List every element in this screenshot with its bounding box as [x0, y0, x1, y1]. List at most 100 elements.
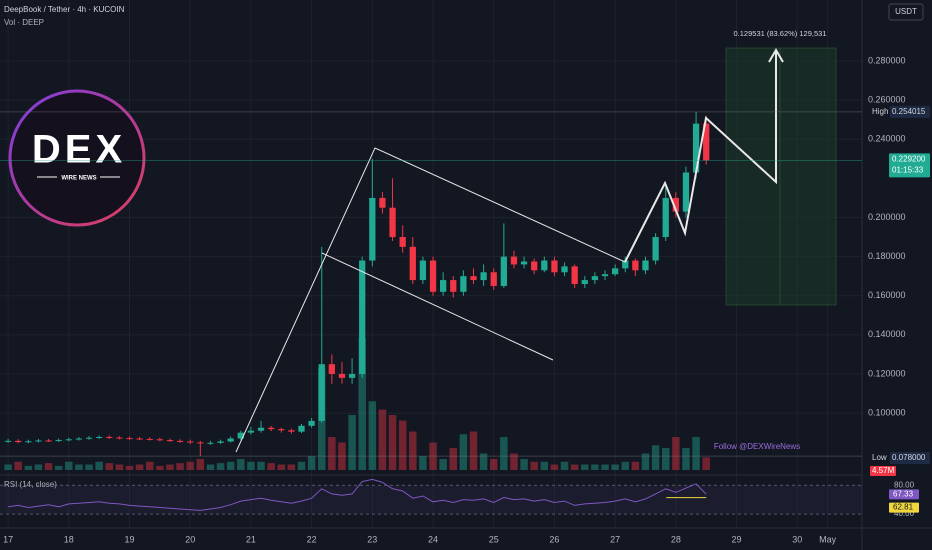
y-tick-label: 0.240000 [868, 134, 906, 144]
volume-bar [328, 437, 336, 470]
candle-body [166, 440, 174, 442]
candle-body [692, 123, 700, 173]
rsi-tick-label: 80.00 [894, 480, 915, 489]
candle-body [328, 364, 335, 374]
high-badge [890, 105, 930, 118]
volume-bar [419, 456, 427, 470]
x-tick-label: May [819, 534, 837, 544]
volume-bar [247, 461, 255, 470]
position-box [725, 47, 837, 306]
volume-bar [692, 437, 700, 470]
candle-body [510, 256, 518, 265]
arrow-head [768, 48, 784, 63]
volume-bar [570, 464, 579, 470]
candle-body [450, 280, 457, 292]
candle-body [622, 260, 629, 269]
x-tick-label: 20 [185, 534, 195, 544]
volume-bar [85, 464, 93, 470]
candle-body [601, 274, 609, 277]
candle-body [419, 260, 427, 281]
last-badge [889, 153, 930, 178]
candle-body [571, 266, 578, 284]
currency-button[interactable] [888, 3, 924, 21]
candle-body [85, 437, 93, 439]
volume-bar [14, 461, 22, 470]
candle-body [146, 438, 153, 440]
candle-body [591, 276, 599, 281]
logo-ring [8, 89, 146, 227]
volume-bar [560, 461, 569, 470]
volume-bar [115, 464, 124, 470]
volume-bar [479, 453, 488, 470]
volume-badge [870, 466, 896, 476]
x-tick-label: 27 [610, 534, 620, 544]
volume-bar [44, 463, 53, 470]
rsi-band [0, 485, 862, 515]
y-tick-label: 0.260000 [868, 95, 906, 105]
volume-bar [459, 434, 468, 470]
volume-bar [237, 459, 245, 470]
candle-body [632, 260, 639, 271]
candle-body [308, 420, 315, 426]
volume-bar [540, 461, 549, 470]
candle-body [278, 429, 285, 431]
volume-bar [54, 465, 63, 470]
x-tick-label: 30 [792, 534, 802, 544]
rsi-ma-label: 62.81 [893, 503, 914, 512]
high-label: 0.254015 [892, 107, 926, 116]
candle-body [318, 364, 325, 421]
volume-bar [439, 459, 447, 470]
low-badge [890, 452, 930, 465]
candles [4, 111, 710, 457]
candle-body [409, 246, 416, 281]
candle-body [440, 280, 447, 292]
x-tick-label: 21 [246, 534, 256, 544]
candle-body [682, 172, 690, 212]
follow-note: Follow @DEXWireNews [714, 442, 800, 451]
volume-bar [510, 453, 518, 470]
candle-body [611, 268, 619, 275]
last-label: 0.229200 [892, 154, 926, 163]
candle-body [338, 373, 346, 378]
currency[interactable]: USDT [895, 7, 917, 16]
candle-body [652, 237, 659, 261]
candle-body [176, 440, 184, 442]
volume-bar [146, 461, 154, 470]
volume-bar [277, 464, 285, 470]
volume-bar [348, 415, 356, 470]
volume-bar [378, 409, 387, 470]
drawings [235, 48, 784, 453]
volume-bar [682, 448, 690, 470]
volume-bar [95, 461, 103, 470]
volume-bar [469, 431, 478, 470]
candle-body [520, 261, 528, 265]
y-tick-label: 0.140000 [868, 329, 906, 339]
candle-body [227, 438, 234, 442]
candle-body [65, 439, 72, 441]
candle-body [156, 439, 163, 441]
volume-bar [4, 464, 12, 470]
volume-bar [581, 464, 589, 470]
volume-bar [672, 437, 680, 470]
volume-bar [24, 465, 33, 470]
candle-body [247, 430, 255, 433]
volume-bar [125, 465, 134, 470]
volume-bar [358, 338, 366, 470]
volume-bar [186, 461, 194, 470]
low-label: 0.078000 [892, 453, 926, 462]
candle-body [55, 440, 62, 442]
candle-body [490, 272, 497, 286]
candle-body [136, 438, 143, 440]
candle-body [116, 437, 123, 439]
candle-body [531, 261, 538, 271]
volume-bar [34, 464, 43, 470]
channel-lower [321, 252, 554, 361]
high-name: High [872, 107, 888, 116]
volume-bar [267, 463, 275, 470]
volume-bar [530, 461, 538, 470]
volume-bar [388, 415, 397, 470]
y-tick-label: 0.160000 [868, 290, 906, 300]
x-tick-label: 25 [489, 534, 499, 544]
channel-upper [235, 147, 626, 453]
candle-body [126, 438, 133, 440]
